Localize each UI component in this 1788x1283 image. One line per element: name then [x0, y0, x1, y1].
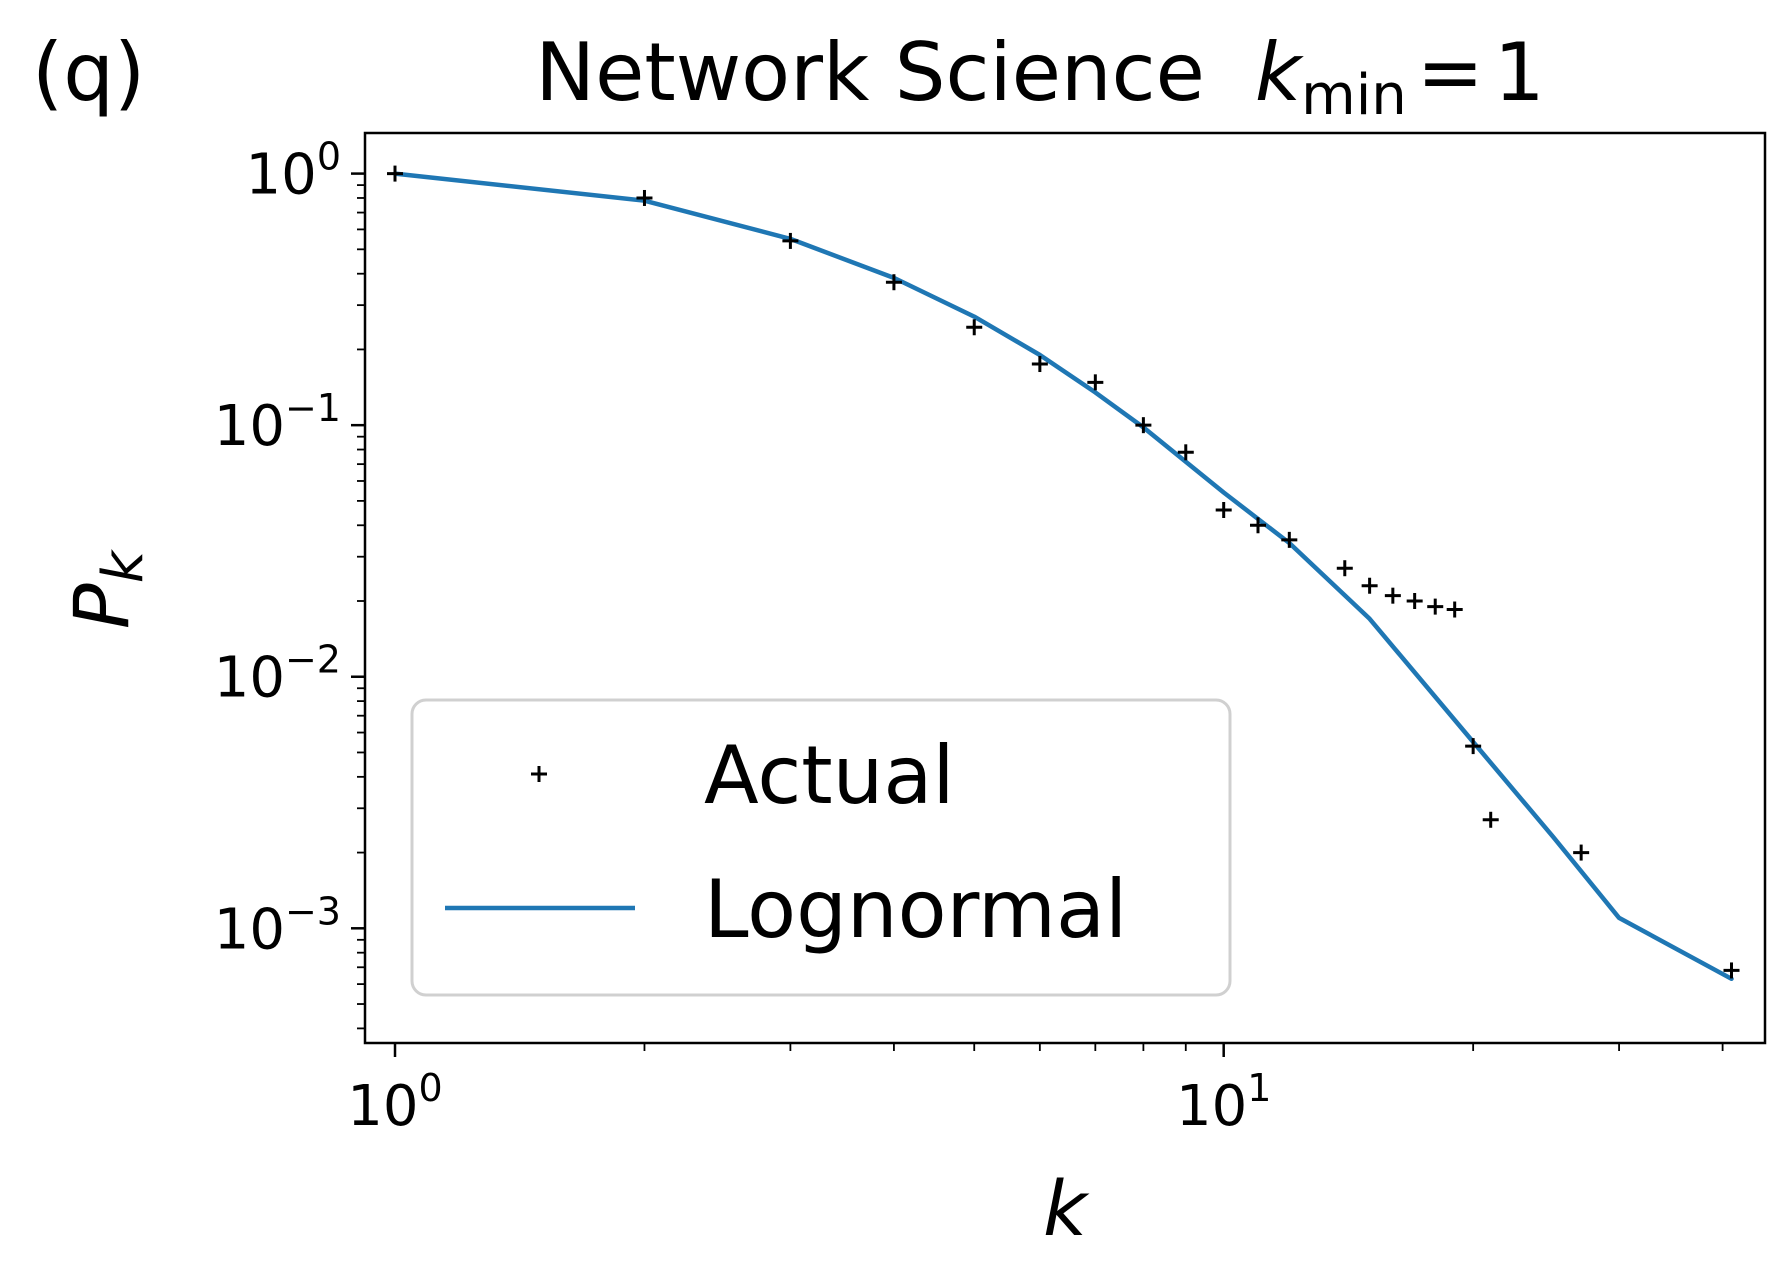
actual-point — [1573, 844, 1590, 861]
y-axis-label-subscript: k — [91, 548, 156, 583]
title-subscript: min — [1301, 63, 1407, 128]
actual-point — [1031, 356, 1048, 373]
actual-point — [1723, 962, 1740, 979]
ticks-layer: 100 10−1 10−2 10−3 100 101 — [214, 135, 1724, 1139]
actual-point — [1427, 598, 1444, 615]
actual-point — [1465, 738, 1482, 755]
title-variable: k — [1255, 26, 1304, 119]
x-axis-label: k — [1043, 1164, 1090, 1253]
panel-label: (q) — [32, 26, 145, 119]
plot-frame — [363, 131, 1767, 1045]
y-axis-label: Pk — [57, 548, 156, 629]
legend-lognormal-label: Lognormal — [704, 863, 1127, 956]
actual-point — [1087, 374, 1104, 391]
title-value: 1 — [1494, 26, 1545, 119]
actual-point — [1281, 531, 1298, 548]
y-axis-label-base: P — [57, 583, 146, 629]
actual-point — [885, 274, 902, 291]
legend-box — [410, 698, 1232, 997]
y-tick-label: 10−3 — [214, 889, 341, 962]
actual-point — [1406, 593, 1423, 610]
actual-point — [1249, 517, 1266, 534]
y-tick-label: 10−2 — [214, 638, 341, 711]
actual-point — [1361, 577, 1378, 594]
actual-point — [966, 319, 983, 336]
title-equals: = — [1417, 26, 1484, 119]
actual-point — [1135, 417, 1152, 434]
actual-point — [1215, 502, 1232, 519]
y-tick-label: 10−1 — [214, 386, 341, 459]
actual-point — [1446, 601, 1463, 618]
actual-layer — [387, 165, 1740, 979]
title-text: Network Science — [535, 26, 1205, 119]
actual-point — [387, 165, 404, 182]
actual-point — [782, 232, 799, 249]
legend-actual-label: Actual — [704, 729, 955, 822]
x-tick-label: 101 — [1176, 1066, 1271, 1139]
actual-point — [1482, 811, 1499, 828]
actual-point — [1177, 444, 1194, 461]
y-tick-label: 100 — [246, 135, 341, 208]
actual-point — [1384, 587, 1401, 604]
legend-actual-marker — [531, 766, 547, 782]
x-tick-label: 100 — [347, 1066, 442, 1139]
actual-point — [636, 189, 653, 206]
actual-point — [1336, 560, 1353, 577]
chart-title: Network Science kmin = 1 — [535, 26, 1544, 128]
legend: Actual Lognormal — [410, 698, 1232, 997]
